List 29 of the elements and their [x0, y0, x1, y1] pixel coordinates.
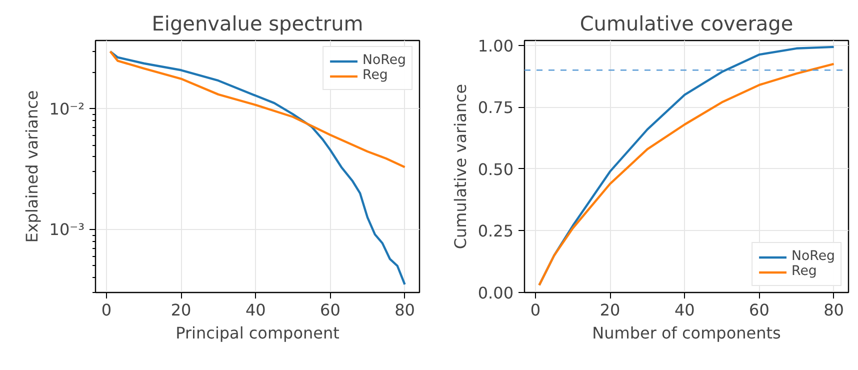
line-series — [109, 50, 406, 286]
chart-title: Eigenvalue spectrum — [152, 12, 364, 36]
y-tick-label: 0.50 — [478, 160, 514, 179]
y-axis-title: Cumulative variance — [450, 84, 470, 250]
x-tick-label: 20 — [170, 300, 192, 320]
legend-label: NoReg — [362, 53, 406, 68]
y-axis-title: Explained variance — [22, 90, 42, 243]
x-tick-label: 80 — [394, 300, 415, 320]
legend-label: Reg — [362, 68, 388, 83]
y-tick-label: 1.00 — [478, 36, 514, 56]
x-tick-label: 60 — [749, 300, 770, 320]
x-tick-label: 60 — [320, 300, 340, 320]
x-tick-label: 0 — [530, 300, 541, 320]
legend-label: Reg — [792, 264, 817, 279]
x-axis-title: Principal component — [176, 324, 340, 342]
x-tick-label: 20 — [600, 300, 620, 320]
chart-title: Cumulative coverage — [580, 12, 794, 36]
x-tick-label: 0 — [101, 300, 112, 320]
y-tick-label: 0.00 — [478, 284, 514, 302]
x-tick-label: 40 — [674, 300, 695, 320]
legend-label: NoReg — [792, 249, 835, 264]
y-tick-label: 0.25 — [478, 222, 514, 241]
y-tick-label: 10⁻³ — [49, 220, 84, 239]
y-tick-label: 0.75 — [478, 98, 514, 118]
x-axis-title: Number of components — [592, 324, 781, 342]
line-series — [109, 50, 406, 168]
y-tick-label: 10⁻² — [49, 99, 84, 118]
x-tick-label: 80 — [824, 300, 844, 320]
x-tick-label: 40 — [245, 300, 266, 320]
